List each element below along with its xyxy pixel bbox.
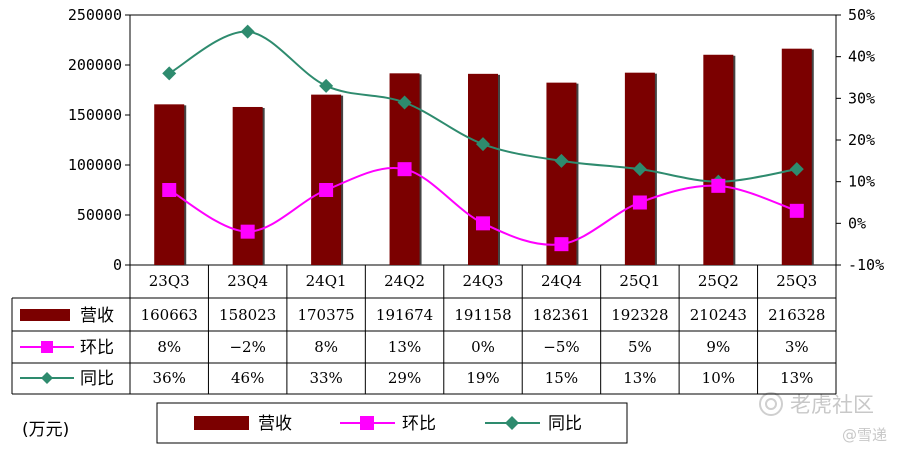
left-axis-tick-label: 100000: [68, 156, 122, 174]
qoq-point: [319, 183, 334, 197]
category-label: 24Q4: [541, 272, 582, 290]
row-header: 环比: [80, 338, 114, 358]
table-cell: 191158: [454, 306, 511, 324]
category-label: 24Q1: [306, 272, 347, 290]
right-axis-tick-label: 20%: [848, 131, 875, 149]
table-cell: 10%: [702, 369, 735, 387]
left-axis-tick-label: 250000: [68, 6, 122, 24]
legend-marker-qoq: [360, 416, 374, 430]
yoy-point: [162, 66, 177, 81]
revenue-bar: [232, 106, 263, 266]
table-cell: 15%: [545, 369, 578, 387]
qoq-point: [711, 178, 726, 193]
qoq-point: [240, 224, 255, 239]
table-key-revenue: [20, 309, 70, 321]
revenue-bar: [546, 82, 577, 265]
yoy-point: [240, 24, 255, 39]
legend: [156, 402, 628, 444]
revenue-bar: [311, 94, 342, 265]
table-cell: 170375: [297, 306, 354, 324]
left-axis-tick-label: 0: [113, 256, 122, 274]
table-cell: 19%: [466, 369, 499, 387]
left-axis-tick-label: 150000: [68, 106, 122, 124]
yoy-point: [476, 137, 490, 152]
yoy-point: [632, 162, 647, 177]
category-label: 23Q3: [149, 272, 190, 290]
category-label: 24Q3: [463, 272, 504, 290]
category-label: 24Q2: [384, 272, 425, 290]
row-header: 营收: [80, 306, 114, 326]
table-cell: 158023: [219, 306, 276, 324]
table-cell: 5%: [628, 338, 652, 356]
left-axis-tick-label: 200000: [68, 56, 122, 74]
yoy-point: [397, 95, 412, 110]
qoq-point: [789, 203, 804, 218]
right-axis-tick-label: 40%: [848, 48, 875, 66]
table-cell: 13%: [623, 369, 656, 387]
legend-label-yoy: 同比: [548, 414, 582, 434]
revenue-bar: [468, 73, 498, 265]
yoy-point: [789, 162, 804, 177]
revenue-bar: [781, 48, 812, 266]
table-cell: 8%: [157, 338, 181, 356]
table-key-marker: [41, 372, 53, 384]
watermark-logo: [759, 392, 783, 416]
legend-marker-yoy: [505, 416, 519, 430]
table-cell: 46%: [231, 369, 264, 387]
legend-label-qoq: 环比: [402, 414, 436, 434]
yoy-point: [319, 78, 334, 93]
table-cell: 192328: [611, 306, 668, 324]
yoy-point: [554, 153, 569, 168]
table-cell: 29%: [388, 369, 421, 387]
row-header: 同比: [80, 369, 114, 389]
watermark-source: @雪递: [842, 426, 887, 444]
table-cell: 191674: [376, 306, 433, 324]
table-cell: 33%: [309, 369, 342, 387]
table-cell: 216328: [768, 306, 825, 324]
watermark: 老虎社区 @雪递: [759, 392, 887, 444]
right-axis-tick-label: -10%: [848, 256, 884, 274]
table-cell: −5%: [543, 338, 579, 356]
table-cell: 9%: [706, 338, 730, 356]
table-cell: 36%: [153, 369, 186, 387]
table-cell: 8%: [314, 338, 338, 356]
watermark-brand: 老虎社区: [790, 393, 874, 417]
qoq-point: [397, 162, 412, 177]
table-cell: 210243: [690, 306, 747, 324]
revenue-bar: [703, 54, 734, 265]
legend-key-revenue: [194, 416, 249, 430]
table-cell: 160663: [141, 306, 198, 324]
category-label: 25Q3: [776, 272, 817, 290]
legend-label-revenue: 营收: [258, 414, 292, 434]
right-axis-tick-label: 50%: [848, 6, 875, 24]
unit-label: (万元): [22, 420, 69, 440]
table-cell: 13%: [388, 338, 421, 356]
table-cell: 13%: [780, 369, 813, 387]
right-axis-tick-label: 30%: [848, 89, 875, 107]
qoq-point: [476, 216, 490, 231]
table-cell: 0%: [471, 338, 495, 356]
category-label: 23Q4: [227, 272, 268, 290]
left-axis-tick-label: 50000: [77, 206, 122, 224]
yoy-line: [168, 30, 797, 183]
qoq-point: [554, 237, 569, 252]
qoq-point: [632, 195, 647, 210]
table-key-marker: [41, 341, 53, 353]
table-cell: −2%: [229, 338, 265, 356]
table-cell: 182361: [533, 306, 590, 324]
qoq-point: [162, 183, 177, 197]
right-axis-tick-label: 0%: [848, 214, 866, 232]
category-label: 25Q1: [619, 272, 660, 290]
category-label: 25Q2: [698, 272, 739, 290]
table-cell: 3%: [785, 338, 809, 356]
right-axis-tick-label: 10%: [848, 173, 875, 191]
